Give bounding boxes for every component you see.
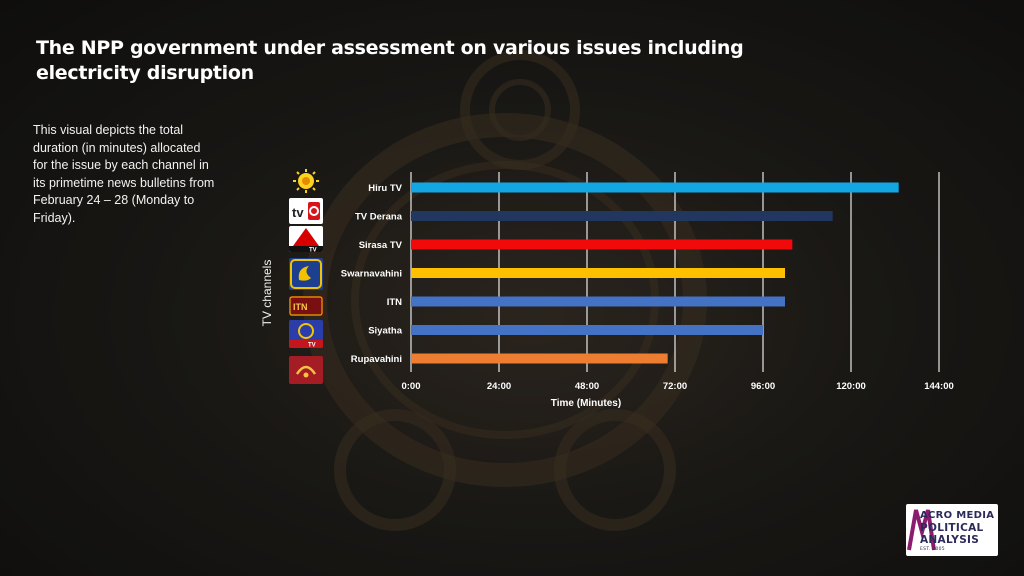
brand-line-2: POLITICAL [920,522,984,534]
page-title: The NPP government under assessment on v… [36,37,744,84]
category-label-5: Siyatha [368,326,403,337]
x-tick-label-0: 0:00 [401,381,420,392]
bar-4 [411,296,785,307]
svg-text:ITN: ITN [293,302,308,312]
siyatha-tv-logo-icon: TV [289,320,323,348]
x-tick-label-3: 72:00 [663,381,687,392]
category-label-6: Rupavahini [351,354,402,365]
bar-1 [411,211,833,221]
tv-derana-logo-icon: tv [289,198,323,224]
svg-text:tv: tv [292,205,304,220]
x-tick-label-4: 96:00 [751,381,775,392]
x-tick-label-2: 48:00 [575,381,599,392]
rupavahini-logo-icon [289,356,323,384]
brand-logo: ACRO MEDIA POLITICAL ANALYSIS EST. 2005 [906,504,998,556]
brand-line-1: ACRO MEDIA [920,510,995,521]
x-tick-label-5: 120:00 [836,381,866,392]
category-label-1: TV Derana [355,212,403,223]
bar-0 [411,182,899,193]
brand-line-4: EST. 2005 [920,547,945,552]
itn-logo-icon: ITN [289,296,323,316]
swarnavahini-logo-icon [289,258,323,290]
x-tick-label-1: 24:00 [487,381,511,392]
category-label-2: Sirasa TV [359,240,403,251]
category-label-0: Hiru TV [368,183,402,194]
bar-5 [411,325,763,335]
description-text: This visual depicts the total duration (… [33,123,215,225]
category-label-4: ITN [387,297,402,308]
bar-2 [411,239,793,250]
category-label-3: Swarnavahini [341,269,402,280]
x-axis-title: Time (Minutes) [551,398,621,409]
svg-text:TV: TV [308,343,316,349]
bar-6 [411,353,668,364]
sirasa-tv-logo-icon: TV [289,226,323,252]
brand-line-3: ANALYSIS [920,534,980,546]
svg-text:TV: TV [309,248,317,253]
hiru-tv-logo-icon [289,168,323,194]
x-tick-label-6: 144:00 [924,381,954,392]
bar-3 [411,268,785,278]
